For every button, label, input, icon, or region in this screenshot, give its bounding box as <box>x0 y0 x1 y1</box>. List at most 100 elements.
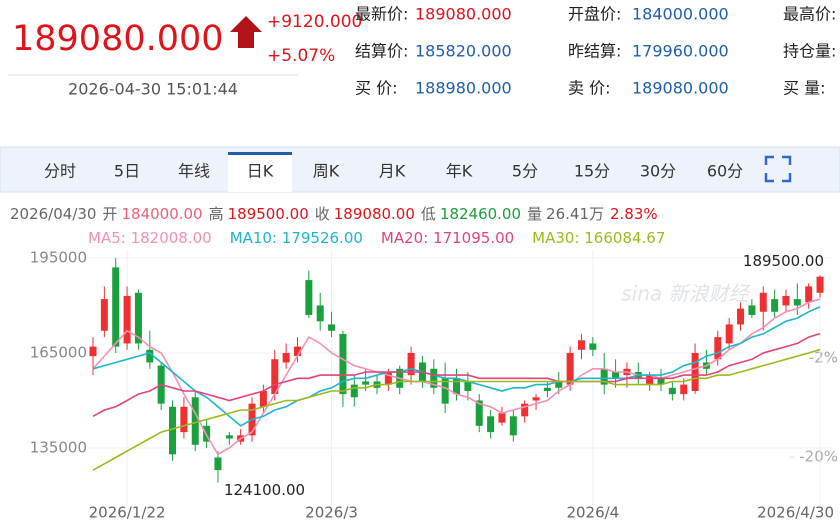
info-label: 高 <box>209 205 224 223</box>
candle-body <box>225 435 233 439</box>
info-label: 量 <box>527 205 542 223</box>
chart: 2026/04/30 开 184000.00 高 189500.00 收 189080.00… <box>10 205 838 522</box>
info-line: 2026/04/30 开 184000.00 高 189500.00 收 189080.00… <box>10 205 658 223</box>
candle-body <box>191 397 199 445</box>
candle-body <box>350 384 358 398</box>
candle-body <box>464 381 472 391</box>
field-label: 开盘价: <box>568 5 621 24</box>
field-value: 189080.000 <box>632 79 729 98</box>
active-tab <box>228 152 292 192</box>
candle-body <box>782 295 790 306</box>
candle-body <box>89 346 97 357</box>
candle-body <box>384 371 392 385</box>
candle-body <box>134 292 142 344</box>
change-pct: +5.07% <box>267 46 335 66</box>
candle-body <box>430 368 438 388</box>
y-tick-label: 165000 <box>30 343 87 361</box>
candle-body <box>475 400 483 426</box>
info-label: 收 <box>315 205 330 223</box>
tab[interactable]: 周K <box>313 162 340 181</box>
candle-body <box>180 406 188 433</box>
field-label: 最新价: <box>355 5 408 24</box>
tab[interactable]: 年线 <box>178 162 210 181</box>
tabs: 分时 5日 年线 日K 周K 月K 年K 5分 15分 30分 60分 <box>44 152 743 192</box>
candle-body <box>714 337 722 360</box>
candle-body <box>441 378 449 404</box>
tab[interactable]: 5分 <box>512 162 538 181</box>
y2-tick-label: -20% <box>799 448 838 466</box>
info-label: 低 <box>421 205 436 223</box>
candle-body <box>100 299 108 331</box>
candle-body <box>748 305 756 315</box>
candle-body <box>339 333 347 395</box>
candle-body <box>169 406 177 455</box>
tab[interactable]: 日K <box>247 162 274 181</box>
candle-body <box>259 390 267 407</box>
ma-line <box>92 298 821 456</box>
field-label: 买 价: <box>355 79 397 98</box>
info-pct: 2.83% <box>610 205 658 223</box>
max-label: 189500.00 <box>743 252 824 270</box>
candle-body <box>657 378 665 385</box>
candle-body <box>487 416 495 433</box>
candle-body <box>793 299 801 306</box>
field-label: 买 量: <box>783 79 825 98</box>
y2-tick-label: -2% <box>809 348 838 366</box>
field-label: 最高价: <box>783 5 836 24</box>
info-value: 182460.00 <box>440 205 521 223</box>
tab[interactable]: 月K <box>379 162 406 181</box>
ma-line <box>92 348 821 471</box>
candle-body <box>600 368 608 385</box>
legend: MA5: 182008.00 MA10: 179526.00 MA20: 17109… <box>88 229 665 247</box>
change: +9120.000 <box>267 12 362 32</box>
legend-item: MA10: 179526.00 <box>230 229 363 247</box>
candle-body <box>589 343 597 350</box>
info-value: 189500.00 <box>228 205 309 223</box>
tab[interactable]: 5日 <box>114 162 140 181</box>
candle-body <box>362 381 370 385</box>
watermark: sina 新浪财经 <box>621 282 750 306</box>
candle-body <box>305 280 313 315</box>
info-value: 184000.00 <box>121 205 202 223</box>
tab[interactable]: 30分 <box>640 162 676 181</box>
candle-body <box>532 397 540 401</box>
y-tick-label: 195000 <box>30 248 87 266</box>
info-value: 189080.00 <box>334 205 415 223</box>
field-label: 昨结算: <box>568 42 621 61</box>
info-label: 开 <box>102 205 117 223</box>
fields: 最新价: 189080.000 开盘价: 184000.000 最高价: 结算价: 1858… <box>355 5 836 98</box>
candle-body <box>328 324 336 331</box>
x-tick-label: 2026/1/22 <box>89 504 166 522</box>
last-price: 189080.000 <box>12 19 224 59</box>
candle-body <box>759 292 767 312</box>
candle-body <box>293 346 301 357</box>
tab[interactable]: 分时 <box>44 162 76 181</box>
timestamp: 2026-04-30 15:01:44 <box>68 80 238 99</box>
legend-item: MA5: 182008.00 <box>88 229 212 247</box>
candle-body <box>646 375 654 385</box>
candle-body <box>123 295 131 344</box>
tab[interactable]: 60分 <box>707 162 743 181</box>
candle-body <box>737 308 745 325</box>
x-tick-label: 2026/4 <box>566 504 619 522</box>
fullscreen-icon[interactable] <box>764 155 792 183</box>
candle-body <box>771 299 779 312</box>
y-tick-label: 135000 <box>30 438 87 456</box>
field-label: 卖 价: <box>568 79 610 98</box>
field-value: 179960.000 <box>632 42 729 61</box>
candle-body <box>555 381 563 388</box>
legend-item: MA30: 166084.67 <box>532 229 665 247</box>
field-label: 结算价: <box>355 42 408 61</box>
candle-body <box>691 352 699 391</box>
x-tick-label: 2026/3 <box>305 504 358 522</box>
tab-bar <box>0 146 840 193</box>
candle-body <box>112 267 120 347</box>
tab[interactable]: 15分 <box>574 162 610 181</box>
candle-body <box>805 286 813 303</box>
tab[interactable]: 年K <box>446 162 473 181</box>
legend-item: MA20: 171095.00 <box>381 229 514 247</box>
field-value: 189080.000 <box>415 5 512 24</box>
candle-body <box>612 371 620 379</box>
